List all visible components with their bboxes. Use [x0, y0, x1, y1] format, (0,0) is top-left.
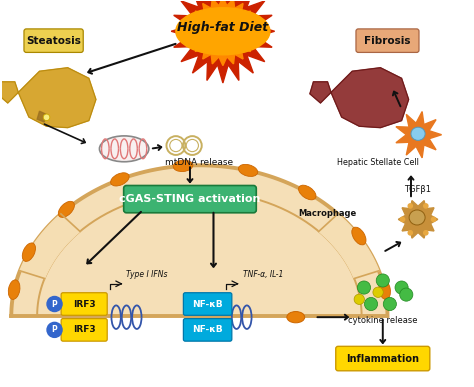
Text: Macrophage: Macrophage — [299, 209, 357, 218]
Polygon shape — [20, 214, 80, 279]
Polygon shape — [171, 0, 274, 83]
Circle shape — [365, 298, 378, 311]
Text: Type I IFNs: Type I IFNs — [127, 270, 168, 279]
Text: TNF-α, IL-1: TNF-α, IL-1 — [243, 270, 283, 279]
Polygon shape — [37, 111, 46, 122]
Ellipse shape — [110, 173, 129, 186]
Polygon shape — [0, 82, 18, 103]
Circle shape — [408, 231, 412, 235]
Polygon shape — [319, 214, 379, 279]
FancyBboxPatch shape — [336, 346, 430, 371]
Circle shape — [401, 217, 405, 221]
Circle shape — [376, 274, 389, 287]
Ellipse shape — [100, 136, 149, 162]
Ellipse shape — [299, 185, 316, 200]
FancyBboxPatch shape — [183, 319, 232, 341]
Polygon shape — [398, 200, 438, 238]
Circle shape — [47, 296, 62, 312]
Text: Inflammation: Inflammation — [346, 354, 419, 363]
Ellipse shape — [411, 127, 425, 140]
Ellipse shape — [22, 243, 36, 262]
Polygon shape — [396, 111, 442, 158]
Ellipse shape — [238, 164, 258, 176]
Circle shape — [431, 217, 436, 221]
Text: NF-κB: NF-κB — [192, 325, 223, 334]
Text: cytokine release: cytokine release — [348, 316, 418, 325]
Polygon shape — [310, 82, 331, 103]
FancyBboxPatch shape — [24, 29, 83, 52]
Text: IRF3: IRF3 — [73, 300, 95, 308]
Circle shape — [357, 281, 371, 294]
Text: Fibrosis: Fibrosis — [364, 36, 411, 46]
FancyBboxPatch shape — [61, 319, 107, 341]
Ellipse shape — [409, 210, 425, 225]
Text: IRF3: IRF3 — [73, 325, 95, 334]
FancyBboxPatch shape — [183, 293, 232, 315]
Polygon shape — [331, 68, 409, 128]
Polygon shape — [11, 165, 387, 316]
Circle shape — [395, 281, 408, 294]
Text: High-fat Diet: High-fat Diet — [177, 21, 268, 34]
Circle shape — [383, 298, 396, 311]
FancyBboxPatch shape — [356, 29, 419, 52]
Circle shape — [47, 322, 62, 337]
Polygon shape — [189, 0, 257, 65]
Text: cGAS-STING activation: cGAS-STING activation — [119, 194, 261, 204]
Circle shape — [354, 294, 365, 305]
Ellipse shape — [379, 280, 391, 300]
FancyBboxPatch shape — [124, 185, 256, 213]
Circle shape — [424, 204, 428, 208]
Text: NF-κB: NF-κB — [192, 300, 223, 308]
Ellipse shape — [173, 160, 193, 171]
Ellipse shape — [9, 280, 20, 300]
Circle shape — [408, 204, 412, 208]
Circle shape — [373, 287, 383, 298]
Polygon shape — [18, 68, 96, 128]
Text: P: P — [52, 325, 57, 334]
Text: Steatosis: Steatosis — [26, 36, 81, 46]
Text: TGFβ1: TGFβ1 — [404, 185, 431, 194]
Text: mtDNA release: mtDNA release — [165, 158, 233, 167]
Ellipse shape — [352, 227, 366, 245]
Ellipse shape — [176, 8, 270, 55]
FancyBboxPatch shape — [61, 293, 107, 315]
Text: P: P — [52, 300, 57, 308]
Ellipse shape — [287, 312, 305, 323]
Text: Hepatic Stellate Cell: Hepatic Stellate Cell — [337, 158, 419, 167]
Ellipse shape — [58, 201, 74, 217]
Circle shape — [424, 231, 428, 235]
Circle shape — [400, 288, 413, 301]
Circle shape — [43, 114, 50, 121]
